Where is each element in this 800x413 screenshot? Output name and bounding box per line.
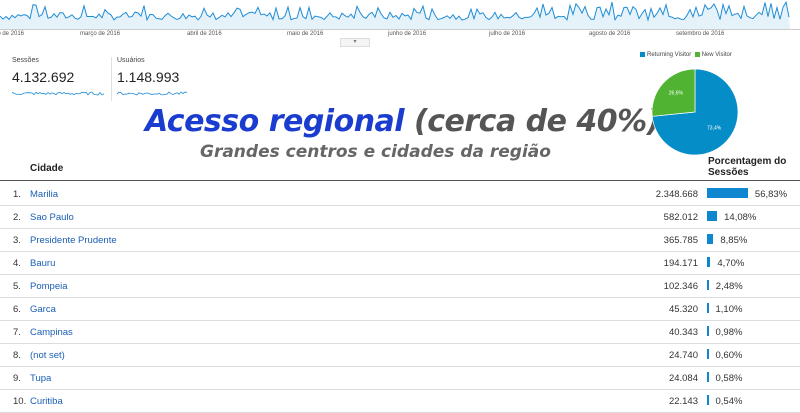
metric-value: 4.132.692	[12, 69, 75, 85]
row-index: 3.	[13, 235, 21, 246]
table-row: 6. Garca 45.320 1,10%	[0, 297, 800, 321]
month-label: iro de 2016	[0, 31, 25, 37]
table-row: 1. Marilia 2.348.668 56,83%	[0, 182, 800, 206]
header-divider	[0, 180, 800, 181]
row-index: 8.	[13, 350, 21, 361]
users-sparkline	[116, 91, 188, 96]
title-paren: (cerca de 40%)	[414, 104, 660, 139]
visitor-pie-chart: 73,4% 26,6%	[651, 68, 739, 156]
metric-users: Usuários 1.148.993	[116, 57, 188, 103]
city-link[interactable]: Curitiba	[30, 396, 63, 407]
percent-bar	[707, 211, 718, 221]
percent-bar	[707, 188, 748, 198]
percent-value: 0,98%	[715, 327, 743, 338]
sparkline-line	[116, 91, 188, 96]
overlay-title: Acesso regional (cerca de 40%)	[145, 104, 660, 139]
sessions-value: 40.343	[668, 327, 698, 338]
row-index: 9.	[13, 373, 21, 384]
col-pct-header: Porcentagem do Sessões	[708, 156, 787, 178]
col-city-header: Cidade	[30, 163, 64, 174]
table-row: 2. Sao Paulo 582.012 14,08%	[0, 205, 800, 229]
row-index: 10.	[13, 396, 27, 407]
sessions-value: 24.740	[668, 350, 698, 361]
sessions-value: 24.084	[668, 373, 698, 384]
metric-sessions: Sessões 4.132.692	[11, 57, 105, 103]
pie-slice-label: 73,4%	[707, 125, 722, 131]
month-label: junho de 2016	[388, 31, 427, 37]
percent-bar	[707, 234, 714, 244]
city-link[interactable]: Tupa	[30, 373, 52, 384]
percent-bar	[707, 280, 709, 290]
legend-returning: Returning Visitor	[647, 52, 692, 59]
percent-bar	[707, 372, 709, 382]
timeline-area	[0, 2, 790, 30]
percent-value: 1,10%	[715, 304, 743, 315]
table-row: 9. Tupa 24.084 0,58%	[0, 366, 800, 390]
row-index: 5.	[13, 281, 21, 292]
city-link[interactable]: Bauru	[30, 258, 56, 269]
table-row: 10. Curitiba 22.143 0,54%	[0, 389, 800, 413]
row-index: 2.	[13, 212, 21, 223]
sessions-value: 45.320	[668, 304, 698, 315]
month-label: abril de 2016	[187, 31, 222, 37]
city-link[interactable]: (not set)	[30, 350, 65, 361]
percent-bar	[707, 349, 709, 359]
sessions-value: 194.171	[663, 258, 698, 269]
percent-bar	[707, 257, 711, 267]
legend-new: New Visitor	[701, 52, 732, 59]
metric-label: Usuários	[117, 57, 145, 64]
pie-slice-label: 26,6%	[669, 91, 684, 97]
city-link[interactable]: Garca	[30, 304, 56, 315]
timeline-line	[0, 0, 790, 22]
sparkline-line	[11, 91, 105, 96]
sessions-sparkline	[11, 91, 105, 96]
city-link[interactable]: Pompeia	[30, 281, 68, 292]
table-row: 8. (not set) 24.740 0,60%	[0, 343, 800, 367]
row-index: 6.	[13, 304, 21, 315]
city-link[interactable]: Marilia	[30, 189, 58, 200]
percent-value: 0,60%	[715, 350, 743, 361]
month-label: março de 2016	[80, 31, 121, 37]
table-row: 3. Presidente Prudente 365.785 8,85%	[0, 228, 800, 252]
title-main: Acesso regional	[145, 104, 405, 139]
percent-value: 0,58%	[715, 373, 743, 384]
percent-value: 56,83%	[754, 189, 788, 200]
row-index: 7.	[13, 327, 21, 338]
sessions-timeline-chart	[0, 0, 800, 30]
city-link[interactable]: Presidente Prudente	[30, 235, 117, 246]
city-link[interactable]: Sao Paulo	[30, 212, 74, 223]
percent-value: 4,70%	[717, 258, 745, 269]
metric-label: Sessões	[12, 57, 39, 64]
expand-chart-button[interactable]: ▾	[340, 38, 370, 47]
percent-value: 2,48%	[715, 281, 743, 292]
overlay-subtitle: Grandes centros e cidades da região	[200, 142, 551, 162]
legend-swatch	[640, 52, 645, 57]
table-row: 4. Bauru 194.171 4,70%	[0, 251, 800, 275]
sessions-value: 365.785	[663, 235, 698, 246]
pie-legend: Returning Visitor New Visitor	[640, 52, 732, 58]
percent-bar	[707, 395, 709, 405]
percent-value: 0,54%	[715, 396, 743, 407]
month-label: maio de 2016	[287, 31, 324, 37]
legend-swatch	[694, 52, 700, 57]
percent-value: 8,85%	[720, 235, 748, 246]
sessions-value: 22.143	[668, 396, 698, 407]
month-label: agosto de 2016	[589, 31, 631, 37]
table-row: 7. Campinas 40.343 0,98%	[0, 320, 800, 344]
city-link[interactable]: Campinas	[30, 327, 73, 338]
percent-bar	[707, 303, 709, 313]
sessions-value: 582.012	[663, 212, 698, 223]
row-index: 4.	[13, 258, 21, 269]
table-row: 5. Pompeia 102.346 2,48%	[0, 274, 800, 298]
month-label: setembro de 2016	[676, 31, 725, 37]
row-index: 1.	[13, 189, 21, 200]
pie-slice[interactable]	[651, 68, 696, 117]
percent-value: 14,08%	[724, 212, 757, 223]
divider	[111, 57, 112, 101]
metric-value: 1.148.993	[117, 69, 180, 85]
percent-bar	[707, 326, 709, 336]
sessions-value: 102.346	[663, 281, 698, 292]
sessions-value: 2.348.668	[655, 189, 698, 200]
month-label: julho de 2016	[489, 31, 526, 37]
